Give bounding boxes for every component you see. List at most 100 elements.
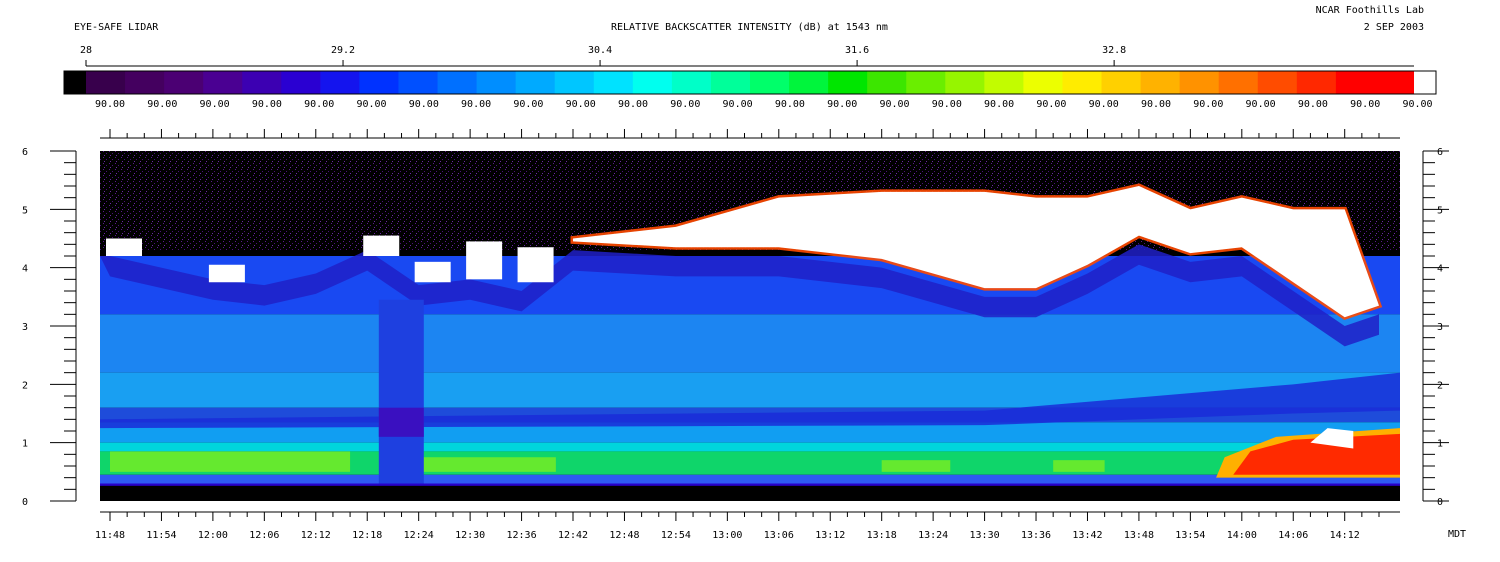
colorbar-cell [906,71,946,94]
y-tick-label-right: 4 [1437,264,1443,275]
y-tick-label-right: 3 [1437,322,1443,333]
colorbar-sublabel: 90.00 [252,99,282,110]
colorbar-cell [203,71,243,94]
colorbar-cell [1257,71,1298,94]
colorbar-cell [1062,71,1103,94]
data-gap-stripe [378,299,424,484]
colorbar-cell [515,71,556,94]
x-tick-label: 12:48 [609,530,639,541]
saturated-patch [1310,428,1354,449]
x-tick-label: 12:18 [352,530,382,541]
backscatter-band [100,314,1400,373]
institution-label: NCAR Foothills Lab [1315,5,1424,16]
x-tick-label: 12:00 [198,530,228,541]
colorbar-sublabel: 90.00 [1246,99,1276,110]
colorbar-sublabel: 90.00 [723,99,753,110]
colorbar-cell [1101,71,1142,94]
y-tick-label-left: 0 [22,497,28,508]
backscatter-band [100,442,1400,452]
x-tick-label: 12:06 [249,530,279,541]
colorbar-sublabel: 90.00 [566,99,596,110]
colorbar-tick-label: 31.6 [845,45,869,56]
colorbar-sublabel: 90.00 [95,99,125,110]
plot-area [100,151,1400,501]
chart-title: EYE-SAFE LIDAR [74,22,159,33]
colorbar-cell [476,71,517,94]
colorbar-cell [1296,71,1337,94]
cloud-fragment [363,235,400,256]
near-surface-patch [881,460,951,472]
colorbar-frame [63,70,1437,95]
colorbar-sublabel: 90.00 [670,99,700,110]
backscatter-band [100,483,1400,486]
x-tick-label: 14:06 [1278,530,1308,541]
cloud-layer [573,186,1379,318]
colorbar-cell [593,71,634,94]
colorbar-cell [64,71,86,94]
colorbar-cell [320,71,361,94]
data-gap-band [378,407,424,437]
colorbar-cell [710,71,751,94]
colorbar-sublabel: 90.00 [1089,99,1119,110]
near-surface-patch [110,451,351,472]
x-tick-label: 13:36 [1021,530,1051,541]
y-tick-label-right: 5 [1437,205,1443,216]
colorbar-cell [125,71,165,94]
colorbar-cell [1179,71,1220,94]
cloud-fragment [208,264,245,283]
y-tick-label-left: 3 [22,322,28,333]
colorbar-sublabel: 90.00 [304,99,334,110]
colorbar-sublabel: 90.00 [409,99,439,110]
colorbar-sublabel: 90.00 [200,99,230,110]
colorbar-sublabel: 90.00 [932,99,962,110]
colorbar-cell [242,71,282,94]
x-tick-label: 13:54 [1175,530,1205,541]
colorbar-cell [281,71,321,94]
near-surface-patch [418,457,556,472]
colorbar-sublabel: 90.00 [147,99,177,110]
backscatter-band [100,422,1400,443]
x-tick-label: 13:48 [1124,530,1154,541]
x-tick-label: 12:54 [661,530,691,541]
colorbar-sublabel: 90.00 [1193,99,1223,110]
date-label: 2 SEP 2003 [1363,22,1424,33]
colorbar-sublabel: 90.00 [827,99,857,110]
colorbar-sublabel: 90.00 [461,99,491,110]
x-tick-label: 12:42 [558,530,588,541]
colorbar-cell [828,71,868,94]
colorbar-cell [750,71,790,94]
colorbar-cell [359,71,400,94]
y-tick-label-left: 6 [22,147,28,158]
colorbar-tick-label: 29.2 [331,45,355,56]
x-tick-label: 13:42 [1072,530,1102,541]
colorbar-sublabel: 90.00 [1141,99,1171,110]
colorbar-cell [86,71,126,94]
x-tick-label: 13:24 [918,530,948,541]
y-tick-label-left: 1 [22,439,28,450]
boundary-layer-core [1233,433,1400,475]
x-tick-label: 13:30 [970,530,1000,541]
colorbar-sublabels: 90.00 90.00 90.00 90.00 90.00 90.00 90.00 90.00… [95,99,1433,110]
colorbar-cell [984,71,1025,94]
x-tick-label: 14:12 [1330,530,1360,541]
colorbar-ticks: 28 29.2 30.4 31.6 32.8 [80,45,1414,67]
colorbar-tick-label: 32.8 [1102,45,1126,56]
colorbar-sublabel: 90.00 [984,99,1014,110]
colorbar-cell [789,71,829,94]
y-tick-label-right: 1 [1437,439,1443,450]
colorbar-cell [1374,71,1415,94]
x-tick-label: 11:54 [146,530,176,541]
y-tick-label-left: 2 [22,380,28,391]
x-tick-label: 12:36 [507,530,537,541]
x-tick-label: 13:06 [764,530,794,541]
x-tick-label: 13:12 [815,530,845,541]
near-surface-patch [1053,460,1105,472]
cloud-fragment [106,238,142,256]
colorbar-cell [1335,71,1376,94]
colorbar-cell [1218,71,1259,94]
colorbar-sublabel: 90.00 [618,99,648,110]
colorbar-cell [554,71,595,94]
y-tick-label-right: 0 [1437,497,1443,508]
colorbar-cell [164,71,204,94]
